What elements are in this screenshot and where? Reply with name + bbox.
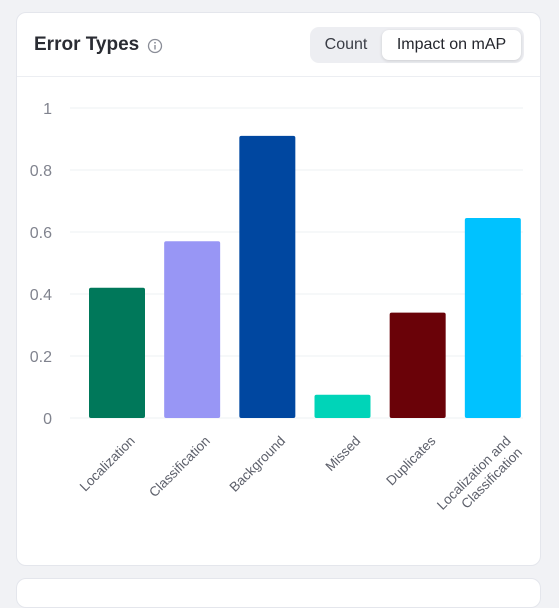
y-tick-label: 1 [43,101,52,118]
y-tick-label: 0.4 [30,287,52,304]
y-tick-label: 0 [43,411,52,428]
card-title: Error Types [34,34,140,55]
x-tick-label: Localization andClassification [434,433,525,524]
bar[interactable] [464,218,521,418]
x-tick-label: Duplicates [383,433,438,488]
info-icon[interactable] [147,38,163,54]
x-tick-label: Classification [146,433,213,500]
bar[interactable] [389,312,446,418]
y-tick-label: 0.8 [30,163,52,180]
card-header: Error Types Count Impact on mAP [17,13,540,77]
x-tick-label: Localization [77,433,138,494]
bar[interactable] [89,287,145,418]
impact-on-map-toggle-button[interactable]: Impact on mAP [382,30,521,60]
next-card [16,578,541,608]
error-types-bar-chart: 0 0.2 0.4 0.6 0.8 1 Localization Classification… [30,101,525,524]
count-toggle-button[interactable]: Count [324,36,368,53]
metric-toggle: Count Impact on mAP [310,27,524,63]
y-tick-label: 0.6 [30,225,52,242]
bar[interactable] [314,394,371,418]
bar[interactable] [239,135,296,418]
y-tick-label: 0.2 [30,349,52,366]
bar[interactable] [164,241,221,418]
x-tick-label: Missed [322,433,363,474]
x-tick-label: Background [227,433,289,495]
